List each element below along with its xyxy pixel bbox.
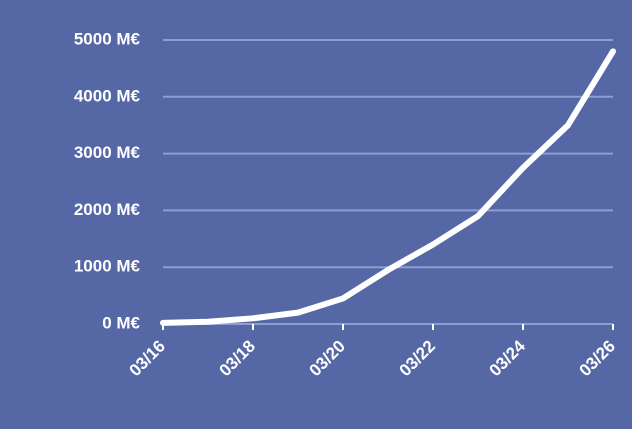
y-tick-label: 1000 M€ bbox=[74, 257, 141, 276]
y-tick-label: 4000 M€ bbox=[74, 86, 141, 105]
y-tick-label: 5000 M€ bbox=[74, 29, 141, 48]
y-tick-label: 0 M€ bbox=[102, 313, 140, 332]
line bbox=[160, 48, 616, 326]
y-tick-label: 3000 M€ bbox=[74, 143, 141, 162]
y-tick-label: 2000 M€ bbox=[74, 200, 141, 219]
